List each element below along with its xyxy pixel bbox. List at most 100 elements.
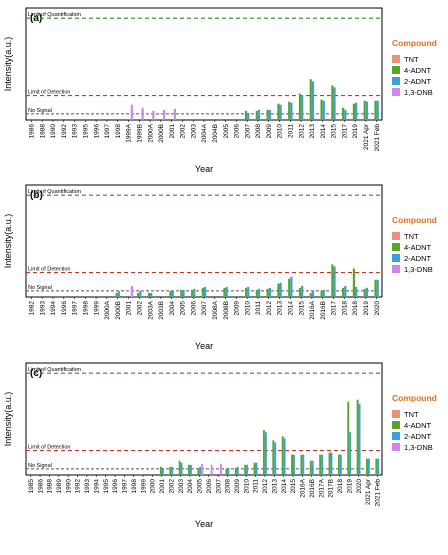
x-tick-label: 2016A bbox=[309, 300, 316, 319]
x-tick-label: 2012 bbox=[266, 301, 273, 316]
x-tick-label: 1988 bbox=[39, 124, 46, 139]
x-tick-label: 2011 bbox=[255, 301, 262, 315]
x-tick-label: 2021 Apr bbox=[363, 123, 370, 150]
bar-2adnt bbox=[279, 104, 282, 120]
bar-13dnb bbox=[130, 104, 133, 120]
bar-2adnt bbox=[311, 460, 314, 475]
bar-4adnt bbox=[291, 454, 293, 475]
bar-2adnt bbox=[339, 454, 342, 475]
bar-4adnt bbox=[298, 93, 302, 120]
bar-4adnt bbox=[320, 99, 323, 120]
x-tick-label: 2013 bbox=[271, 479, 278, 494]
bar-4adnt bbox=[309, 79, 312, 120]
lod-label: Limit of Detection bbox=[28, 445, 71, 451]
y-axis-label: Intensity(a.u.) bbox=[3, 214, 13, 269]
legend-entry: 1,3-DNB bbox=[404, 443, 433, 452]
bar-2adnt bbox=[225, 286, 228, 297]
bar-2adnt bbox=[367, 458, 370, 475]
bar-2adnt bbox=[321, 454, 324, 475]
x-tick-label: 2015 bbox=[298, 301, 305, 316]
bar-2adnt bbox=[344, 285, 347, 297]
bar-4adnt bbox=[272, 440, 275, 475]
x-tick-label: 1998 bbox=[131, 479, 138, 494]
bar-4adnt bbox=[244, 110, 248, 120]
x-tick-label: 2013 bbox=[277, 301, 284, 316]
bar-4adnt bbox=[352, 103, 356, 120]
bar-4adnt bbox=[374, 100, 377, 120]
x-tick-label: 2004A bbox=[201, 123, 208, 142]
plot-area bbox=[25, 184, 383, 298]
bar-2adnt bbox=[236, 466, 239, 475]
bar-4adnt bbox=[363, 288, 366, 297]
x-tick-label: 1988 bbox=[47, 479, 54, 494]
bar-13dnb bbox=[141, 107, 144, 120]
x-tick-label: 2016B bbox=[320, 301, 327, 320]
bar-2adnt bbox=[264, 432, 267, 475]
bar-4adnt bbox=[277, 103, 280, 120]
bar-2adnt bbox=[193, 288, 196, 297]
x-tick-label: 2006 bbox=[234, 124, 241, 139]
bar-2adnt bbox=[180, 462, 183, 475]
bar-2adnt bbox=[293, 454, 295, 475]
legend-entry: TNT bbox=[404, 410, 419, 419]
bar-4adnt bbox=[331, 85, 334, 120]
x-tick-label: 2000B bbox=[115, 301, 122, 320]
bar-4adnt bbox=[288, 101, 291, 120]
bar-4adnt bbox=[178, 460, 181, 475]
x-tick-label: 2004 bbox=[169, 301, 176, 316]
x-tick-label: 1992 bbox=[61, 124, 68, 139]
bar-4adnt bbox=[234, 467, 237, 475]
x-tick-label: 1999A bbox=[126, 123, 133, 142]
x-tick-label: 1990 bbox=[65, 479, 72, 494]
x-tick-label: 2010 bbox=[243, 479, 250, 494]
bar-2adnt bbox=[283, 438, 286, 475]
x-tick-label: 1998 bbox=[83, 301, 90, 316]
x-tick-label: 2021 Feb bbox=[375, 479, 382, 507]
x-tick-label: 2017 bbox=[341, 124, 348, 139]
bar-4adnt bbox=[169, 290, 172, 297]
legend-swatch bbox=[392, 421, 400, 429]
bar-4adnt bbox=[147, 292, 151, 297]
x-tick-label: 1996 bbox=[112, 479, 119, 494]
bar-2adnt bbox=[355, 286, 358, 297]
bar-4adnt bbox=[347, 401, 350, 475]
bar-4adnt bbox=[320, 290, 323, 297]
x-tick-label: 2007 bbox=[215, 479, 222, 494]
bar-2adnt bbox=[199, 466, 202, 475]
bar-4adnt bbox=[331, 264, 334, 297]
x-tick-label: 2002 bbox=[136, 301, 143, 316]
x-tick-label: 2007 bbox=[201, 301, 208, 316]
bar-2adnt bbox=[333, 266, 336, 297]
bar-2adnt bbox=[268, 287, 271, 297]
x-tick-label: 2005 bbox=[223, 124, 230, 139]
bar-4adnt bbox=[137, 292, 140, 297]
panel-1: (a)Intensity(a.u.)Limit of Quantificatio… bbox=[3, 7, 437, 174]
x-tick-label: 2019 bbox=[352, 124, 359, 139]
x-tick-label: 2014 bbox=[288, 301, 295, 316]
bar-2adnt bbox=[227, 467, 230, 475]
bar-2adnt bbox=[330, 452, 333, 475]
bar-4adnt bbox=[180, 289, 183, 297]
x-tick-label: 1997 bbox=[122, 479, 129, 494]
bar-4adnt bbox=[223, 287, 226, 297]
bar-4adnt bbox=[262, 430, 265, 475]
x-tick-label: 1993 bbox=[39, 301, 46, 316]
legend-swatch bbox=[392, 77, 400, 85]
x-tick-label: 1999B bbox=[136, 124, 143, 143]
bar-4adnt bbox=[309, 292, 312, 297]
bar-4adnt bbox=[342, 107, 345, 120]
x-tick-label: 2012 bbox=[262, 479, 269, 494]
x-tick-label: 2017B bbox=[328, 479, 335, 498]
x-tick-label: 1999 bbox=[140, 479, 147, 494]
bar-2adnt bbox=[247, 286, 250, 297]
x-tick-label: 2008A bbox=[212, 300, 219, 319]
x-tick-label: 2020 bbox=[374, 301, 381, 316]
x-tick-label: 2017A bbox=[318, 478, 325, 497]
lod-label: Limit of Detection bbox=[28, 90, 71, 96]
bar-2adnt bbox=[189, 464, 192, 475]
x-tick-label: 2006 bbox=[190, 301, 197, 316]
bar-13dnb bbox=[152, 110, 155, 120]
x-tick-label: 2000A bbox=[104, 300, 111, 319]
bar-2adnt bbox=[333, 87, 336, 120]
